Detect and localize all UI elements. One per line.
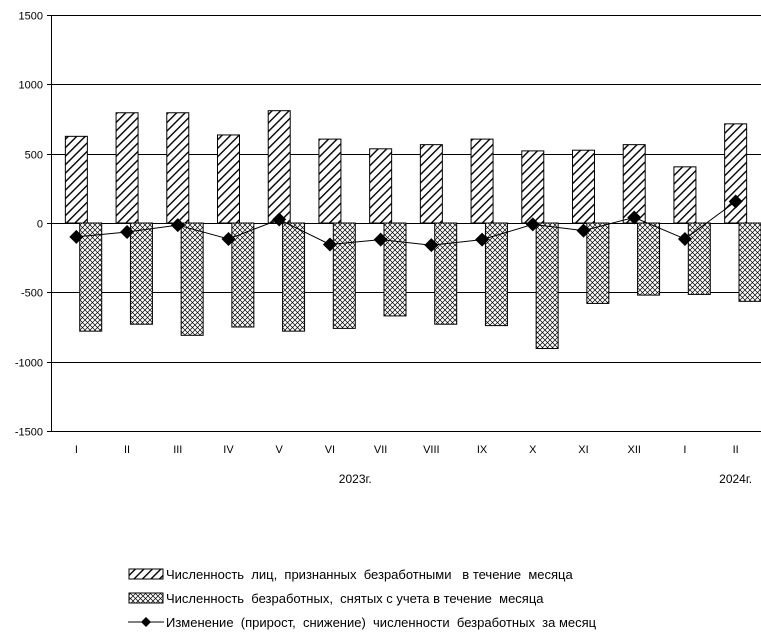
legend-diagonal-hatch-swatch [128, 568, 164, 580]
bar-registered [369, 148, 393, 224]
change-point [170, 218, 185, 233]
bars-removed [79, 222, 761, 349]
y-tick-label: -1000 [15, 358, 43, 370]
change-point [322, 237, 337, 252]
legend-item-change: Изменение (прирост, снижение) численност… [128, 610, 596, 634]
bar-removed [535, 222, 559, 349]
y-axis-ticks: -1500 -1000 -500 0 500 1000 1500 [15, 11, 43, 439]
bar-removed [484, 222, 508, 327]
legend-label-registered: Численность лиц, признанных безработными… [166, 566, 573, 582]
x-tick-label: VI [325, 444, 335, 456]
x-tick-label: V [276, 444, 284, 456]
change-series-line [76, 201, 736, 246]
bar-registered [318, 138, 342, 224]
legend: Численность лиц, признанных безработными… [128, 562, 596, 634]
x-tick-label: X [529, 444, 537, 456]
y-tick-label: 1500 [19, 11, 43, 23]
change-point [69, 229, 84, 244]
x-axis-ticks: I II III IV V VI VII VIII IX X XI XII I II [75, 444, 739, 456]
x-tick-label: IX [477, 444, 488, 456]
legend-label-change: Изменение (прирост, снижение) численност… [166, 614, 597, 630]
bar-registered [572, 149, 595, 224]
change-point [728, 194, 743, 209]
bar-removed [129, 222, 153, 325]
legend-line-diamond-swatch [128, 617, 164, 627]
bar-removed [687, 222, 711, 295]
change-point [221, 231, 236, 246]
bar-removed [383, 222, 407, 317]
bar-registered [267, 110, 291, 224]
change-line [69, 194, 743, 253]
change-point [627, 210, 642, 225]
legend-cross-hatch-swatch [128, 592, 164, 604]
change-point [576, 223, 591, 238]
bar-registered [419, 144, 443, 224]
y-tick-label: -500 [21, 288, 43, 300]
year-labels: 2023г. 2024г. [339, 472, 752, 486]
year-label: 2023г. [339, 472, 372, 486]
bar-removed [332, 222, 356, 329]
legend-item-removed: Численность безработных, снятых с учета … [128, 586, 596, 610]
x-tick-label: II [124, 444, 130, 456]
change-point [373, 232, 388, 247]
change-point [475, 232, 490, 247]
bar-removed [738, 222, 761, 302]
y-tick-label: 500 [25, 150, 43, 162]
bar-removed [586, 222, 610, 304]
x-tick-label: IV [223, 444, 234, 456]
change-point [272, 212, 287, 227]
bars-registered [64, 110, 748, 224]
y-tick-label: 1000 [19, 80, 43, 92]
legend-item-registered: Численность лиц, признанных безработными… [128, 562, 596, 586]
bar-removed [180, 222, 204, 336]
bar-registered [673, 166, 697, 224]
bar-registered [724, 123, 748, 224]
x-tick-label: XI [578, 444, 588, 456]
change-point [677, 231, 692, 246]
x-tick-label: III [173, 444, 182, 456]
bar-registered [470, 138, 494, 224]
bar-registered [217, 134, 240, 224]
year-label: 2024г. [719, 472, 752, 486]
bar-registered [115, 112, 139, 224]
x-tick-label: VII [374, 444, 387, 456]
bar-removed [637, 222, 661, 296]
x-tick-label: I [75, 444, 78, 456]
change-point [424, 238, 439, 253]
bar-removed [79, 222, 103, 332]
bar-registered [64, 135, 88, 224]
x-tick-label: II [733, 444, 739, 456]
x-tick-label: VIII [423, 444, 440, 456]
x-tick-label: XII [627, 444, 640, 456]
legend-label-removed: Численность безработных, снятых с учета … [166, 590, 544, 606]
bar-registered [166, 112, 190, 224]
bar-removed [282, 222, 306, 332]
y-tick-label: -1500 [15, 427, 43, 439]
change-point [525, 217, 540, 232]
bar-registered [521, 150, 545, 224]
bar-removed [231, 222, 255, 328]
y-tick-label: 0 [37, 219, 43, 231]
x-tick-label: I [683, 444, 686, 456]
change-point [120, 225, 135, 240]
bar-removed [434, 222, 458, 325]
